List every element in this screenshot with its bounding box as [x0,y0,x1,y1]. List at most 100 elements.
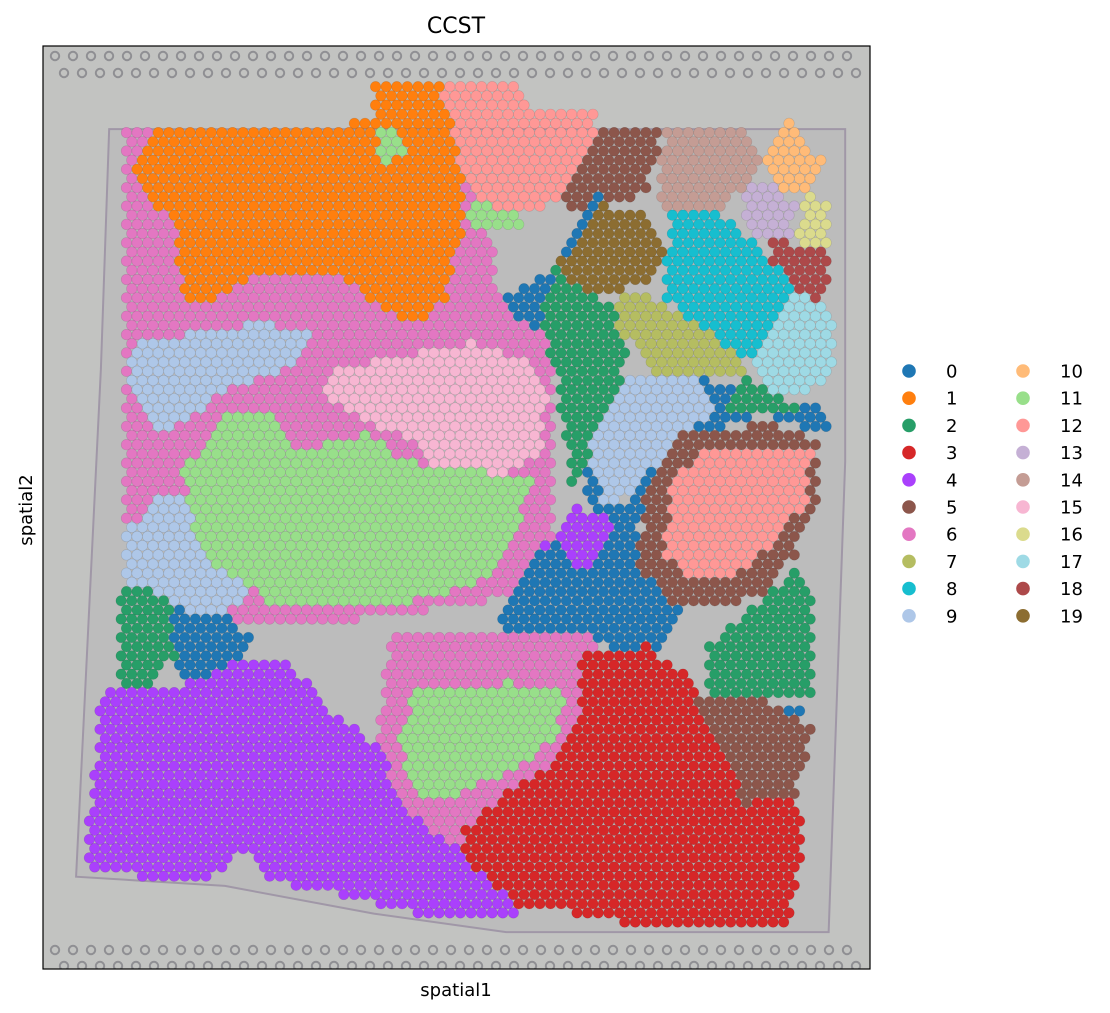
fiducial-dot [283,944,295,956]
spot-cluster-4 [242,668,254,680]
spot-cluster-11 [253,540,265,552]
spot-cluster-17 [778,329,790,341]
spot-cluster-4 [104,778,117,791]
spot-cluster-9 [226,585,239,598]
spot-cluster-1 [438,255,451,267]
spot-cluster-3 [666,705,679,717]
spot-cluster-4 [158,741,170,754]
spot-cluster-4 [205,696,217,708]
spot-cluster-3 [682,714,694,726]
spot-cluster-12 [507,81,520,93]
spot-cluster-1 [279,237,292,249]
spot-cluster-8 [772,283,785,295]
spot-cluster-15 [433,448,445,460]
fiducial-dot [436,67,448,79]
spot-cluster-8 [746,347,758,359]
spot-cluster-11 [396,512,408,524]
spot-cluster-11 [301,567,313,579]
spot-cluster-12 [465,99,477,111]
spot-cluster-11 [211,448,223,460]
spot-cluster-6 [449,273,461,286]
spot-cluster-6 [348,301,361,313]
spot-cluster-2 [555,273,567,286]
spot-cluster-2 [719,631,732,644]
spot-cluster-2 [772,393,785,405]
spot-cluster-6 [317,393,329,405]
spot-cluster-3 [576,769,588,781]
spot-cluster-4 [237,732,249,745]
spot-cluster-9 [666,393,679,405]
spot-cluster-6 [136,246,148,258]
spot-cluster-11 [295,540,308,552]
spot-cluster-11 [507,209,520,221]
spot-cluster-12 [709,521,721,533]
spot-cluster-14 [725,163,737,175]
spot-cluster-3 [740,815,753,827]
spot-cluster-2 [571,429,583,442]
spot-cluster-3 [687,723,700,735]
spot-cluster-15 [523,365,535,377]
spot-cluster-11 [211,485,223,497]
spot-cluster-1 [370,191,382,203]
spot-cluster-12 [486,191,498,203]
spot-cluster-12 [491,182,504,194]
spot-cluster-5 [756,696,769,708]
spot-cluster-1 [417,237,429,249]
spot-cluster-11 [189,466,201,478]
spot-cluster-6 [237,292,249,304]
spot-cluster-9 [216,567,228,579]
spot-cluster-6 [131,292,143,304]
spot-cluster-3 [566,732,578,745]
spot-cluster-10 [809,163,822,175]
spot-cluster-11 [481,549,493,561]
spot-cluster-11 [465,540,477,552]
spot-cluster-5 [756,420,769,433]
spot-cluster-2 [751,650,763,662]
spot-cluster-12 [576,145,588,157]
spot-cluster-4 [110,806,122,818]
spot-cluster-11 [359,466,371,478]
spot-cluster-11 [380,558,392,570]
spot-cluster-5 [778,530,790,543]
spot-cluster-4 [364,787,376,800]
spot-cluster-15 [470,420,482,433]
spot-cluster-6 [534,677,546,690]
spot-cluster-4 [120,732,133,745]
spot-cluster-11 [438,787,451,800]
spot-cluster-11 [539,686,551,699]
spot-cluster-19 [650,255,663,267]
spot-cluster-2 [751,613,763,625]
spot-cluster-15 [491,439,504,451]
spot-cluster-2 [597,365,610,377]
spot-cluster-11 [465,741,477,754]
spot-cluster-3 [608,787,620,800]
spot-cluster-1 [423,117,435,129]
spot-cluster-8 [756,255,769,267]
spot-cluster-9 [603,411,615,423]
spot-cluster-1 [354,218,366,230]
spot-cluster-11 [317,540,329,552]
fiducial-dot [769,944,781,956]
spot-cluster-8 [672,237,684,249]
spot-cluster-7 [634,319,647,332]
spot-cluster-12 [778,457,790,469]
spot-cluster-8 [783,283,795,295]
spot-cluster-1 [274,264,286,276]
spot-cluster-11 [513,751,525,763]
spot-cluster-6 [120,402,133,414]
fiducial-dot [445,944,457,956]
spot-cluster-9 [195,585,207,598]
spot-cluster-11 [438,530,451,543]
spot-cluster-12 [491,163,504,175]
spot-cluster-12 [507,172,520,185]
spot-cluster-15 [438,347,451,359]
spot-cluster-12 [581,117,594,129]
spot-cluster-7 [640,310,652,322]
spot-cluster-1 [343,237,355,249]
spot-cluster-6 [173,329,186,341]
spot-cluster-4 [94,760,106,772]
spot-cluster-4 [142,696,154,708]
spot-cluster-5 [656,576,668,589]
fiducial-dot [184,960,196,969]
spot-cluster-4 [200,797,212,809]
